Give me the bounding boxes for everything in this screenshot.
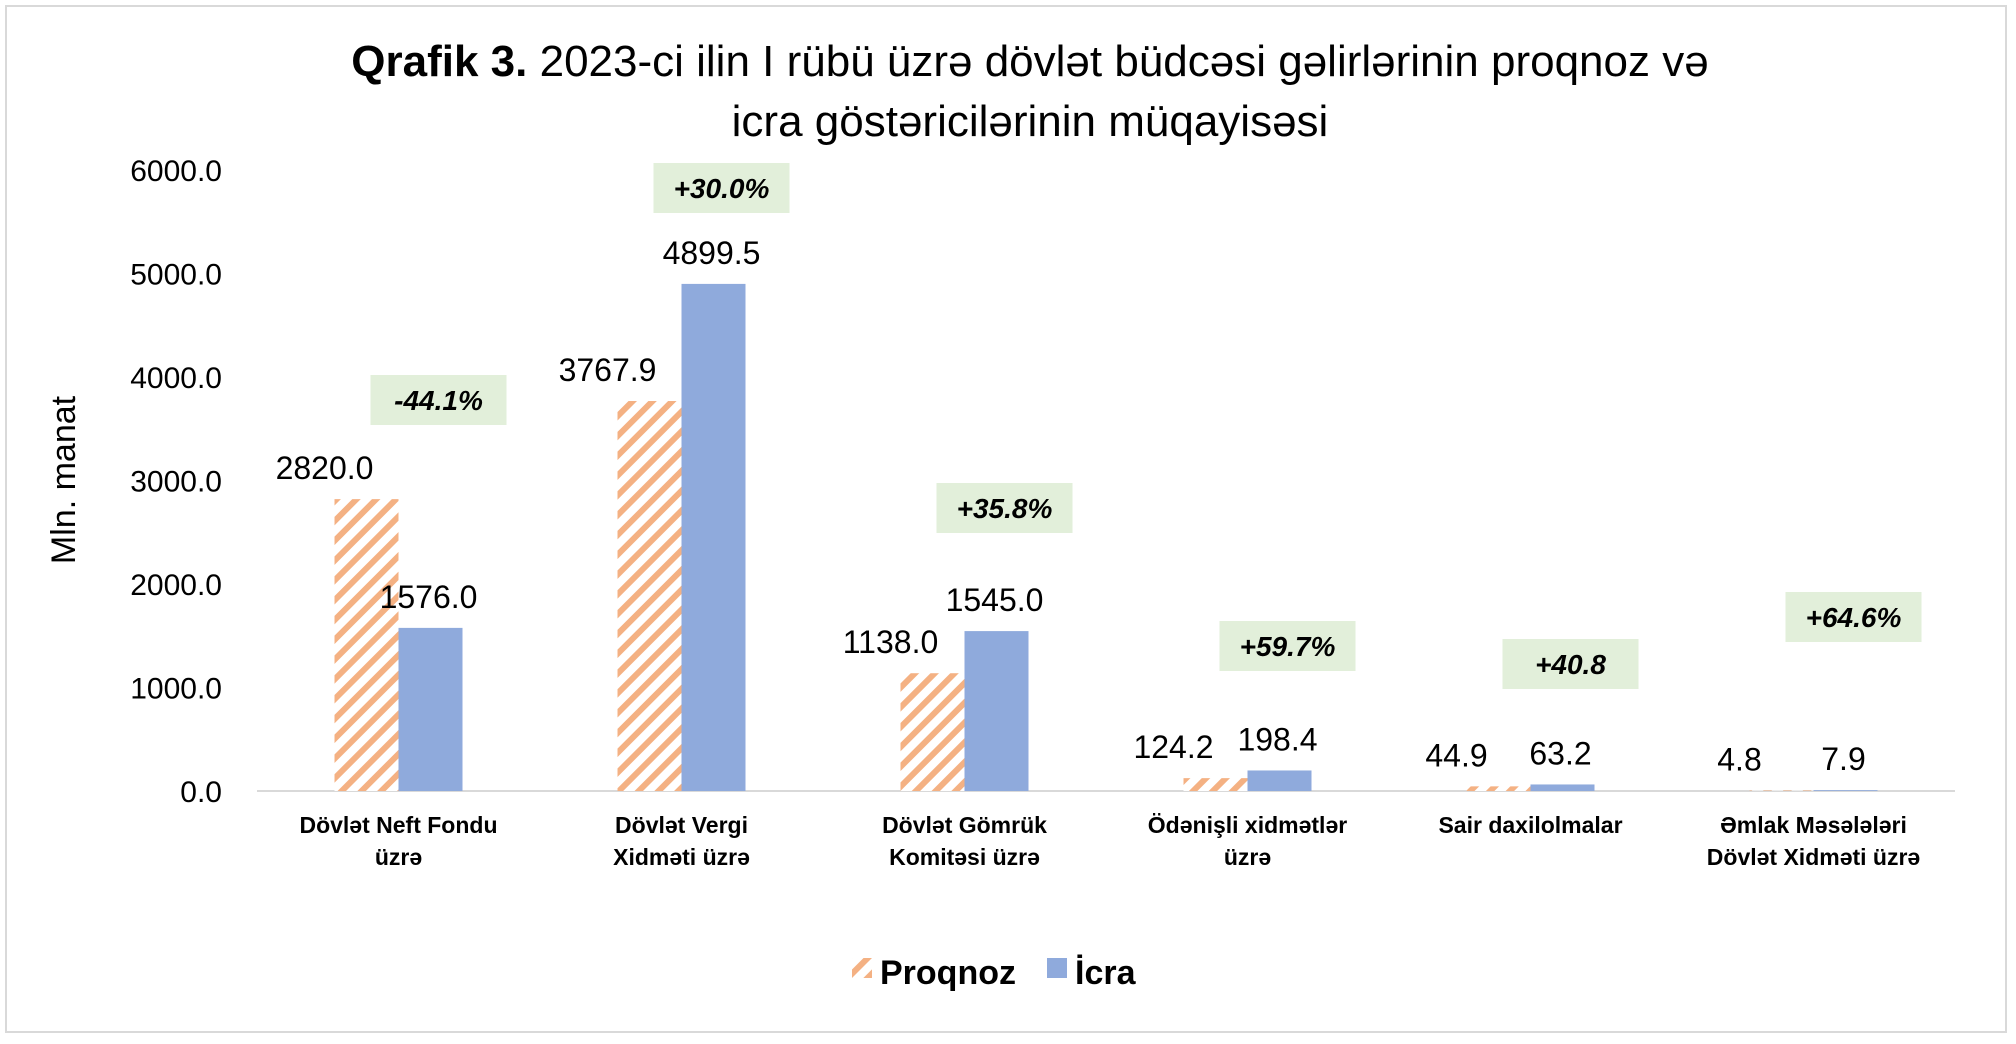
x-tick-label: Dövlət Gömrük [882, 812, 1047, 838]
bar-i̇cra-5 [1813, 790, 1878, 791]
data-label: 3767.9 [559, 352, 657, 388]
change-badge-bg [1219, 621, 1356, 671]
chart-title-line2: icra göstəricilərinin müqayisəsi [732, 97, 1329, 146]
data-label: 1576.0 [380, 579, 478, 615]
bar-proqnoz-3 [1183, 778, 1248, 791]
data-label: 44.9 [1425, 737, 1487, 773]
bar-i̇cra-1 [681, 283, 746, 791]
x-tick-label: Sair daxilolmalar [1438, 812, 1622, 838]
bar-proqnoz-2 [900, 673, 965, 791]
data-label: 2820.0 [276, 450, 374, 486]
x-tick-label: Əmlak Məsələləri [1720, 812, 1907, 838]
x-tick-label: Dövlət Neft Fondu [299, 812, 497, 838]
change-badge-bg [1785, 592, 1922, 642]
y-tick-label: 0.0 [180, 776, 222, 809]
bar-proqnoz-1 [617, 401, 682, 791]
change-badge: +30.0% [674, 173, 770, 204]
change-badge: -44.1% [394, 385, 483, 416]
bar-i̇cra-3 [1247, 770, 1312, 791]
x-tick-label: Xidməti üzrə [613, 844, 750, 870]
change-badge-bg [370, 375, 507, 425]
change-badge: +59.7% [1240, 631, 1336, 662]
bar-i̇cra-0 [398, 627, 463, 791]
bar-proqnoz-0 [334, 499, 399, 791]
legend-label: Proqnoz [880, 954, 1016, 992]
x-tick-label: üzrə [1224, 844, 1271, 870]
y-axis-label: Mln. manat [45, 395, 83, 564]
change-badge-bg [936, 483, 1073, 533]
change-badge-bg [653, 163, 790, 213]
bar-proqnoz-4 [1466, 786, 1531, 791]
legend-swatch-proqnoz [852, 958, 872, 978]
data-label: 4.8 [1717, 742, 1761, 778]
change-badge: +35.8% [957, 493, 1053, 524]
x-tick-label: Dövlət Xidməti üzrə [1707, 844, 1920, 870]
x-tick-label: Ödənişli xidmətlər [1148, 812, 1347, 838]
data-label: 124.2 [1133, 729, 1213, 765]
y-tick-label: 2000.0 [130, 569, 222, 602]
x-tick-label: üzrə [375, 844, 422, 870]
y-tick-label: 5000.0 [130, 259, 222, 292]
change-badge: +64.6% [1806, 602, 1902, 633]
legend-label: İcra [1075, 954, 1137, 992]
bar-i̇cra-4 [1530, 784, 1595, 791]
bar-i̇cra-2 [964, 631, 1029, 791]
y-tick-label: 4000.0 [130, 362, 222, 395]
data-label: 7.9 [1821, 741, 1865, 777]
y-tick-label: 6000.0 [130, 155, 222, 188]
x-tick-label: Dövlət Vergi [615, 812, 748, 838]
change-badge-bg [1502, 639, 1639, 689]
change-badge: +40.8 [1535, 649, 1606, 680]
legend-swatch-i̇cra [1047, 958, 1067, 978]
data-label: 1545.0 [946, 582, 1044, 618]
chart-title-line1: Qrafik 3. 2023-ci ilin I rübü üzrə dövlə… [351, 37, 1708, 86]
data-label: 4899.5 [663, 235, 761, 271]
data-label: 198.4 [1237, 721, 1317, 757]
chart-frame [5, 5, 2007, 1033]
data-label: 63.2 [1529, 735, 1591, 771]
y-tick-label: 3000.0 [130, 466, 222, 499]
y-tick-label: 1000.0 [130, 673, 222, 706]
x-tick-label: Komitəsi üzrə [889, 844, 1040, 870]
data-label: 1138.0 [843, 624, 939, 660]
